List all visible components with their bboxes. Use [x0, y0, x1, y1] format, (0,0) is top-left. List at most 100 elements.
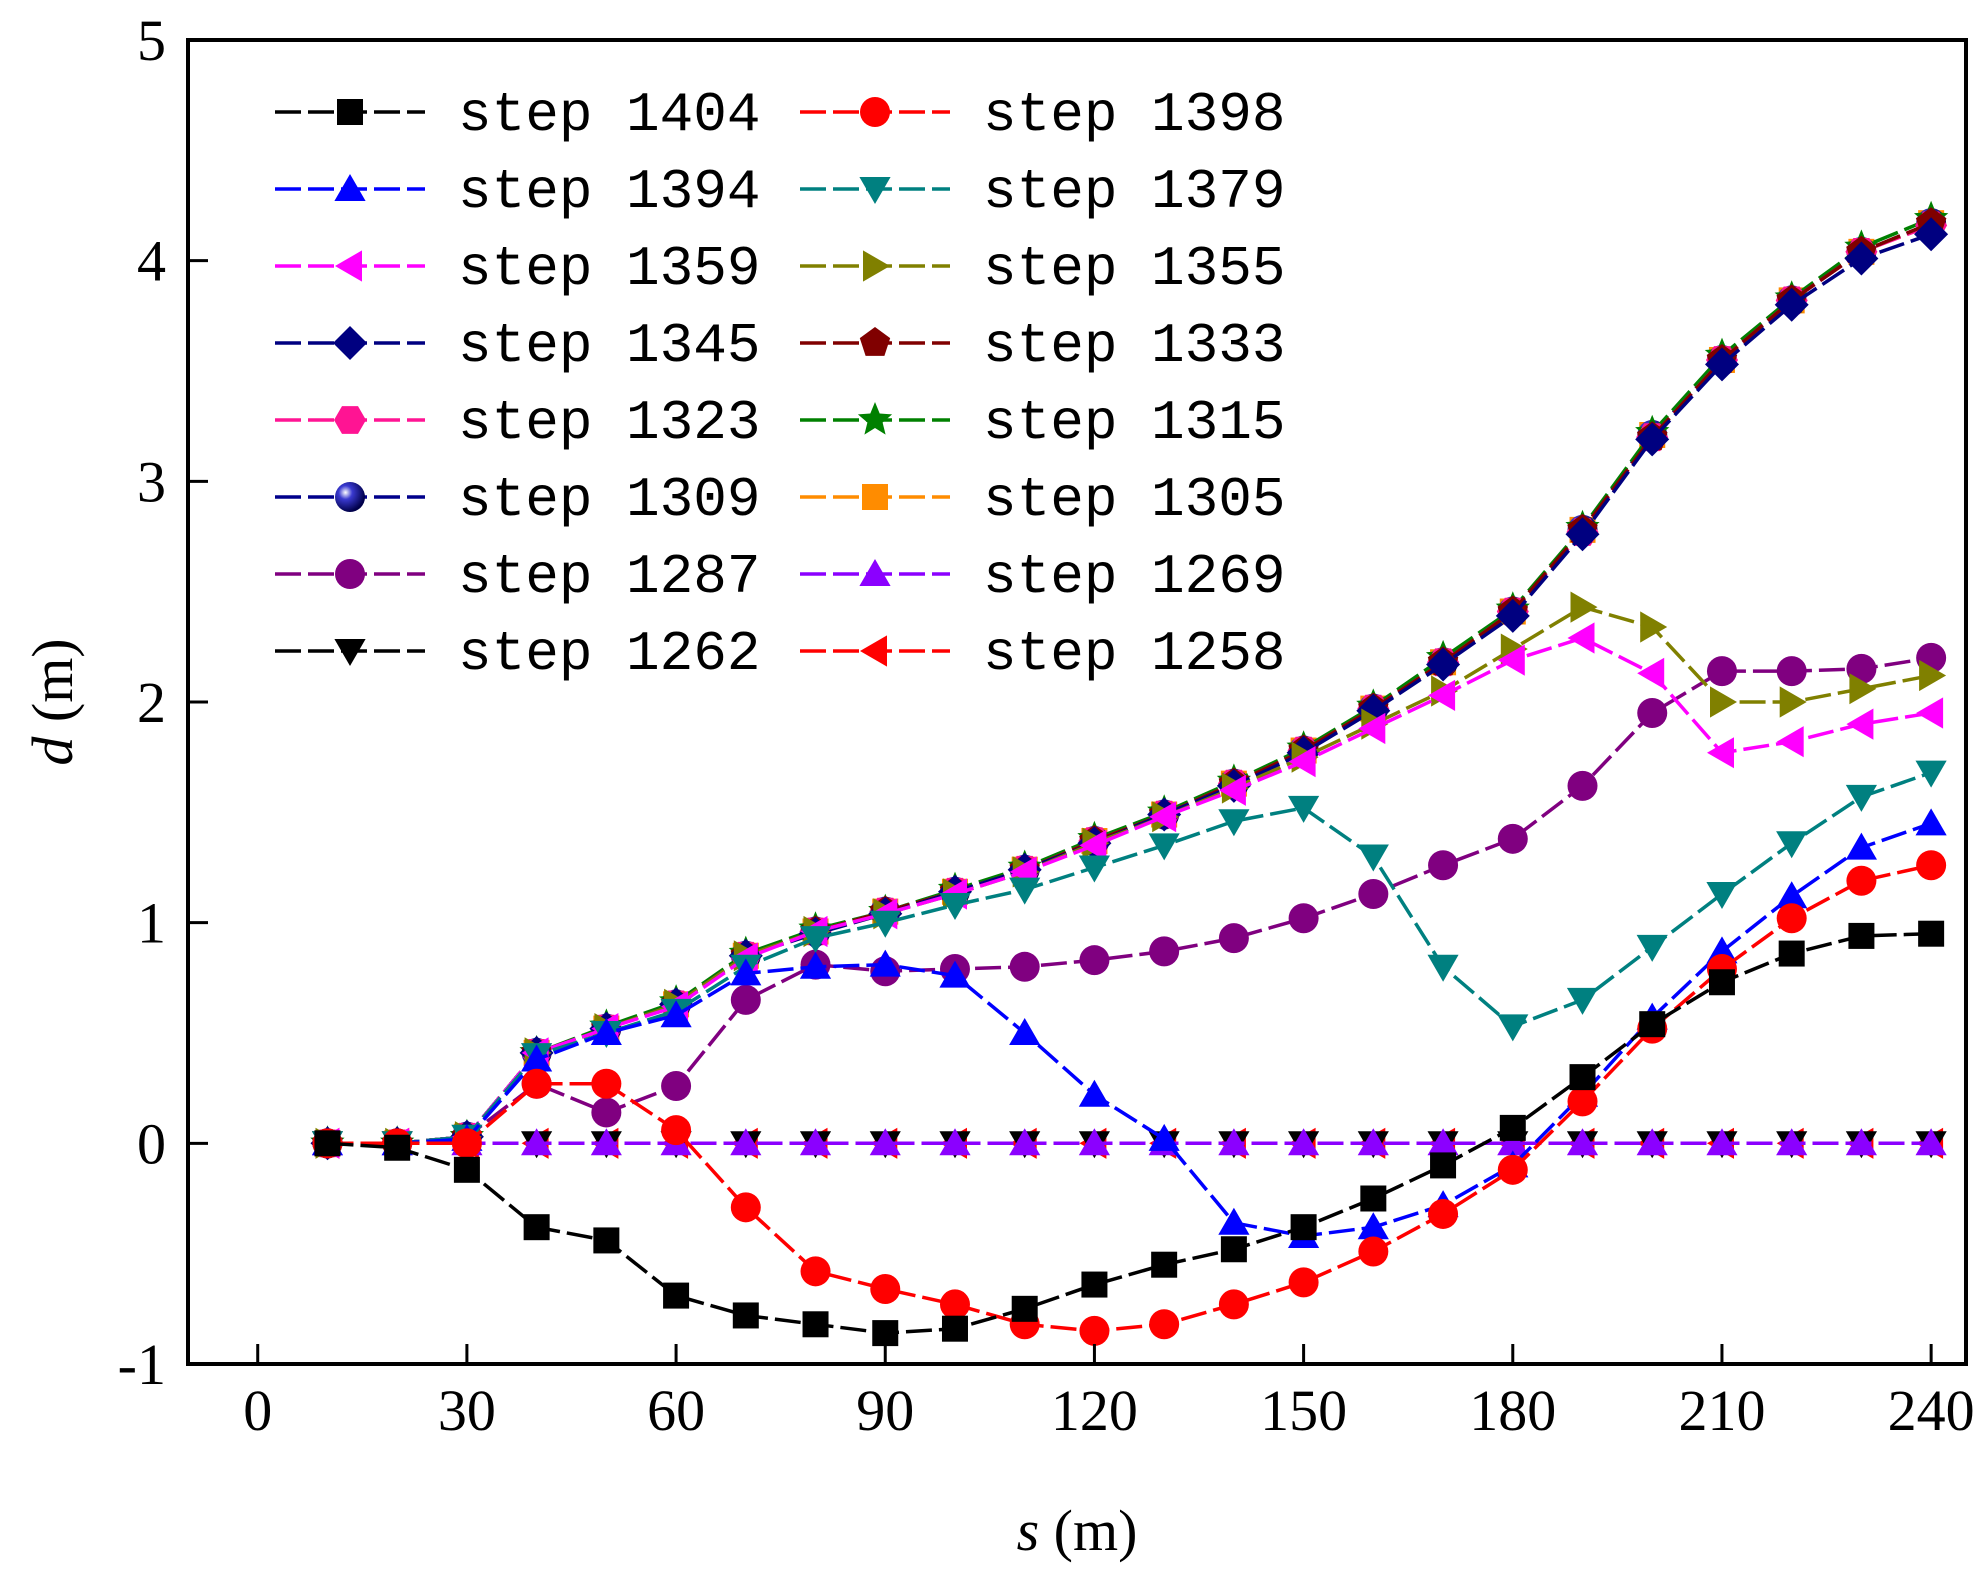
x-axis-title: s (m) — [1017, 1498, 1138, 1563]
data-point — [1567, 1086, 1598, 1117]
data-point — [660, 1000, 692, 1028]
data-point — [1078, 1079, 1110, 1107]
legend-marker — [860, 97, 890, 127]
data-point — [1636, 1128, 1668, 1156]
data-point — [1919, 659, 1947, 692]
data-point — [1846, 708, 1874, 740]
legend-label: step 1262 — [458, 622, 760, 686]
data-point — [730, 958, 762, 986]
data-point — [1566, 1128, 1599, 1156]
data-point — [590, 1018, 622, 1045]
data-point — [663, 1282, 690, 1309]
data-point — [1916, 850, 1947, 881]
data-point — [523, 1214, 550, 1241]
data-point — [1288, 1128, 1320, 1156]
data-point — [1495, 598, 1530, 633]
data-point — [1011, 1295, 1038, 1322]
legend-marker — [335, 250, 362, 282]
data-point — [1357, 1212, 1389, 1240]
legend-label: step 1379 — [983, 160, 1285, 224]
legend-marker — [334, 174, 366, 201]
data-point — [1360, 1185, 1387, 1212]
data-point — [799, 951, 832, 979]
data-point — [1148, 833, 1180, 861]
data-point — [1358, 712, 1386, 745]
legend-marker — [857, 402, 893, 435]
legend-label: step 1333 — [983, 314, 1285, 378]
legend-label: step 1309 — [458, 468, 760, 532]
data-point — [869, 910, 901, 938]
data-point — [870, 1273, 901, 1304]
data-point — [1845, 832, 1877, 860]
legend-label: step 1315 — [983, 391, 1285, 455]
legend-item: step 1404 — [275, 83, 760, 147]
legend-label: step 1398 — [983, 83, 1285, 147]
data-point — [730, 984, 761, 1015]
data-point — [1706, 1128, 1738, 1156]
legend-item: step 1315 — [800, 391, 1285, 455]
data-point — [732, 1302, 759, 1329]
y-tick-label: 0 — [137, 1111, 166, 1176]
data-point — [1218, 1289, 1249, 1320]
x-axis-variable: s — [1017, 1498, 1040, 1563]
data-point — [869, 949, 901, 977]
data-point — [1706, 656, 1737, 687]
data-point — [1637, 657, 1665, 689]
x-tick-label: 240 — [1888, 1378, 1975, 1443]
data-point — [1078, 1128, 1110, 1156]
data-point — [730, 1128, 762, 1156]
data-point — [1149, 801, 1177, 833]
legend-marker — [337, 99, 363, 125]
y-tick-label: 5 — [137, 8, 166, 73]
data-point — [1357, 1128, 1389, 1156]
y-axis-unit: (m) — [20, 638, 85, 736]
x-tick-label: 180 — [1469, 1378, 1556, 1443]
data-point — [800, 1256, 831, 1287]
legend-item: step 1323 — [275, 391, 760, 455]
data-point — [1497, 1014, 1529, 1042]
data-point — [941, 1315, 968, 1342]
data-point — [1078, 855, 1110, 883]
series-layer — [310, 200, 1949, 1347]
data-point — [1636, 934, 1668, 962]
y-tick-label: 3 — [137, 449, 166, 514]
y-axis-variable: d — [20, 736, 85, 766]
data-point — [1428, 1198, 1459, 1229]
data-point — [939, 1128, 971, 1156]
data-point — [1776, 726, 1804, 758]
x-tick-label: 90 — [856, 1378, 914, 1443]
data-point — [314, 1130, 341, 1157]
legend: step 1404 step 1398 step 1394 step 1379 step… — [275, 83, 1285, 686]
legend-item: step 1287 — [275, 545, 760, 609]
legend-label: step 1305 — [983, 468, 1285, 532]
data-point — [1776, 1128, 1808, 1156]
data-point — [1705, 347, 1739, 382]
y-tick-label: 2 — [137, 670, 166, 735]
data-point — [1427, 1128, 1459, 1156]
data-point — [661, 1115, 692, 1146]
data-point — [1707, 737, 1734, 769]
data-point — [1776, 903, 1807, 934]
data-point — [1009, 1018, 1041, 1045]
data-point — [1849, 673, 1877, 705]
data-point — [1288, 746, 1316, 778]
data-point — [1640, 611, 1668, 643]
data-point — [1499, 1114, 1526, 1141]
data-point — [1009, 1128, 1041, 1156]
data-point — [1358, 878, 1389, 909]
data-point — [591, 1068, 622, 1099]
y-tick-label: 1 — [137, 891, 166, 956]
data-point — [1218, 1207, 1250, 1235]
data-point — [799, 926, 832, 954]
legend-label: step 1394 — [458, 160, 760, 224]
legend-item: step 1305 — [800, 468, 1285, 532]
legend-item: step 1394 — [275, 160, 760, 224]
data-point — [591, 1097, 622, 1128]
data-point — [1844, 241, 1879, 276]
data-point — [1357, 844, 1389, 872]
data-point — [1288, 1267, 1319, 1298]
data-point — [384, 1134, 411, 1161]
data-point — [1845, 1128, 1877, 1156]
data-point — [1915, 760, 1947, 788]
legend-label: step 1359 — [458, 237, 760, 301]
